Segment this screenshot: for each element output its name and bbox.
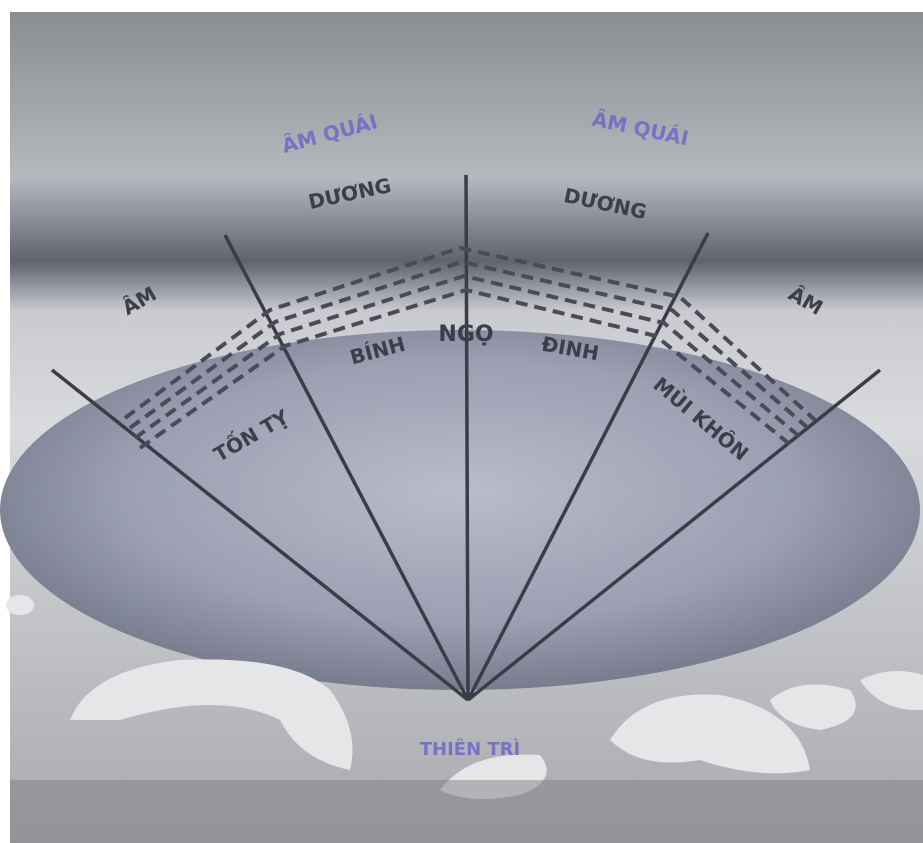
dashed-line [123,245,817,422]
label: NGỌ [438,322,493,347]
dashed-line [133,273,802,440]
ray [464,174,470,701]
deposits [6,595,923,799]
dashed-lines [123,245,817,450]
dashed-line [138,287,794,450]
ray [466,368,882,702]
pool [0,330,920,690]
dashed-line [128,259,810,430]
label: THIÊN TRÌ [420,738,521,760]
ray [466,232,710,701]
ground [10,780,923,843]
ray [50,368,470,702]
